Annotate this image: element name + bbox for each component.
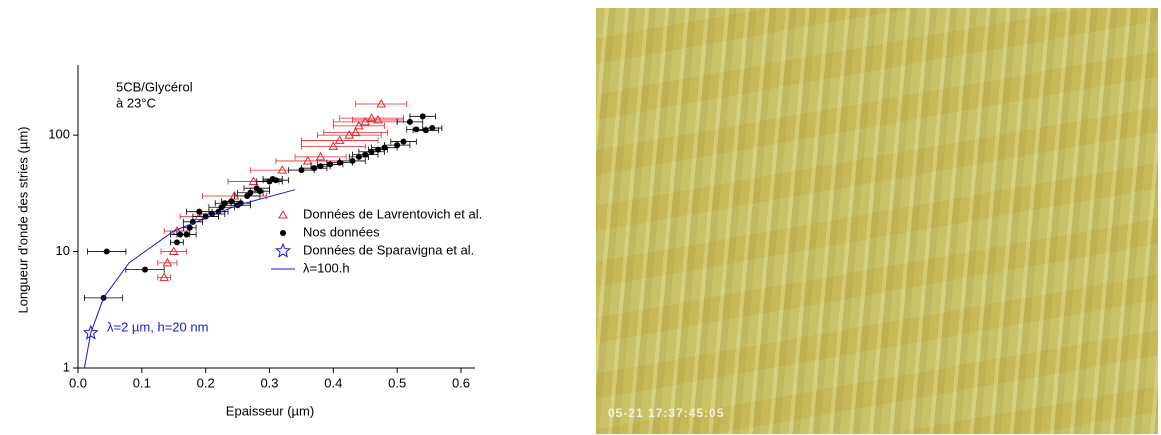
triangle-point xyxy=(159,272,170,281)
legend-label: Nos données xyxy=(303,224,380,239)
circle-point xyxy=(256,188,263,195)
error-bar xyxy=(157,259,178,266)
error-bar xyxy=(301,143,366,150)
triangle-point xyxy=(373,114,383,124)
triangle-point xyxy=(194,211,205,220)
circle-point xyxy=(419,113,426,120)
timestamp: 05-21 17:37:45:05 xyxy=(608,406,725,420)
triangle-point xyxy=(350,127,361,137)
triangle-point xyxy=(248,176,259,185)
triangle-point xyxy=(315,151,326,161)
circle-point xyxy=(103,248,110,255)
star-point xyxy=(274,242,292,258)
y-tick-label: 10 xyxy=(56,243,70,258)
triangle-point xyxy=(354,120,364,130)
error-bar xyxy=(323,129,388,136)
circle-point xyxy=(186,224,193,231)
y-axis-label: Longueur d'onde des stries (µm) xyxy=(15,126,30,313)
x-tick-label: 0.3 xyxy=(260,375,278,390)
circle-point xyxy=(272,177,279,184)
x-axis-label: Epaisseur (µm) xyxy=(226,403,314,418)
triangle-point xyxy=(328,141,339,150)
legend-label: Données de Sparavigna et al. xyxy=(303,242,474,257)
annotation: à 23°C xyxy=(116,95,156,110)
fit-line xyxy=(83,189,296,369)
legend-label: Données de Lavrentovich et al. xyxy=(303,206,482,221)
x-tick-label: 0.2 xyxy=(197,375,215,390)
circle-point xyxy=(422,127,429,134)
x-tick-label: 0.4 xyxy=(324,375,342,390)
annotation: 5CB/Glycérol xyxy=(116,79,193,94)
circle-point xyxy=(280,230,286,236)
photo: 05-21 17:37:45:05 xyxy=(596,8,1158,434)
triangle-point xyxy=(302,155,313,165)
annotation: λ=2 µm, h=20 nm xyxy=(107,319,208,334)
circle-point xyxy=(375,146,382,153)
circle-point xyxy=(406,118,413,125)
chart: Longueur d'onde des stries (µm) Epaisseu… xyxy=(15,65,482,418)
error-bar xyxy=(301,137,379,144)
circle-point xyxy=(362,151,369,158)
circle-point xyxy=(368,148,375,155)
circle-point xyxy=(349,157,356,164)
circle-point xyxy=(413,126,420,133)
error-bar xyxy=(355,100,408,107)
circle-point xyxy=(429,125,436,132)
error-bar xyxy=(160,248,187,255)
star-point xyxy=(82,324,99,340)
circle-point xyxy=(355,153,362,160)
circle-point xyxy=(173,239,180,246)
x-tick-label: 0.6 xyxy=(452,375,470,390)
error-bar xyxy=(332,122,385,129)
x-tick-label: 0.1 xyxy=(133,375,151,390)
triangle-point xyxy=(277,165,288,174)
circle-point xyxy=(394,142,401,149)
circle-point xyxy=(183,231,190,238)
triangle-point xyxy=(278,209,288,219)
legend-label: λ=100.h xyxy=(303,260,350,275)
triangle-point xyxy=(168,246,179,256)
circle-point xyxy=(189,218,196,225)
triangle-point xyxy=(376,98,387,108)
circle-point xyxy=(311,165,318,172)
circle-point xyxy=(209,211,216,218)
triangle-point xyxy=(366,113,377,122)
y-tick-label: 100 xyxy=(48,127,70,142)
circle-point xyxy=(400,138,407,145)
error-bar xyxy=(316,132,382,139)
circle-point xyxy=(218,204,225,211)
error-bar xyxy=(157,274,171,281)
triangle-point xyxy=(334,135,345,144)
triangle-point xyxy=(344,130,355,139)
x-tick-label: 0.0 xyxy=(69,375,87,390)
triangle-point xyxy=(162,257,173,267)
y-tick-label: 1 xyxy=(63,359,70,374)
circle-point xyxy=(142,266,149,273)
error-bar xyxy=(294,153,347,160)
x-tick-label: 0.5 xyxy=(388,375,406,390)
